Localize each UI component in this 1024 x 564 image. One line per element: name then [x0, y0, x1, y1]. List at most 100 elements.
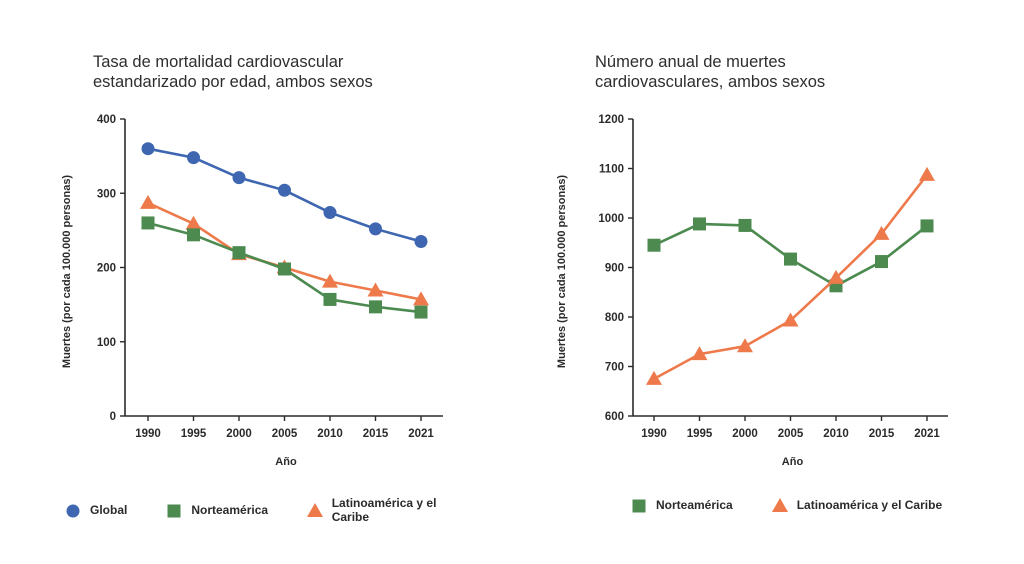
y-tick-label: 300: [97, 188, 116, 200]
x-tick-label: 1990: [641, 428, 667, 440]
y-tick-label: 600: [605, 411, 624, 423]
legend-marker: [66, 504, 80, 518]
data-point: [140, 194, 156, 209]
legend-item-latinoamerica: Latinoamérica y el Caribe: [306, 496, 474, 524]
series-line: [147, 201, 422, 301]
legend-marker: [771, 498, 788, 512]
series-norteamerica: [647, 217, 934, 293]
x-tick-label: 2010: [317, 428, 343, 440]
data-point: [141, 142, 155, 156]
data-point: [737, 338, 753, 353]
data-point: [141, 216, 155, 230]
data-point: [185, 215, 202, 230]
x-tick-label: 1995: [687, 428, 713, 440]
x-tick-label: 2015: [869, 428, 895, 440]
data-point: [875, 255, 888, 269]
chart-title-line-2: cardiovasculares, ambos sexos: [595, 73, 826, 91]
legend-item-latinoamerica: Latinoamérica y el Caribe: [771, 496, 942, 514]
y-tick-label: 700: [605, 362, 624, 374]
line-chart-annual-deaths: 600 700 800 900 1000 1100 1200 1990 1995 2000 2005…: [556, 114, 948, 468]
data-point: [322, 273, 338, 288]
x-tick-label: 1990: [135, 428, 161, 440]
legend-marker: [632, 499, 646, 513]
legend-marker-icon: [167, 504, 181, 518]
series-latinoamerica: [140, 194, 429, 306]
y-tick-label: 1200: [598, 114, 624, 126]
y-tick-label: 1000: [598, 213, 624, 225]
data-point: [873, 225, 890, 240]
chart-title-line-1: Número anual de muertes: [595, 53, 786, 71]
x-tick-label: 2005: [272, 428, 298, 440]
legend-marker-icon: [771, 498, 788, 512]
chart-title-line-1: Tasa de mortalidad cardiovascular: [93, 53, 344, 71]
y-tick-label: 400: [97, 114, 116, 126]
data-point: [920, 219, 934, 233]
legend-label: Norteamérica: [191, 503, 269, 517]
data-point: [647, 238, 661, 252]
x-tick-label: 2000: [732, 428, 758, 440]
data-point: [323, 206, 337, 220]
legend-marker-icon: [307, 503, 324, 517]
legend-marker-icon: [66, 504, 80, 518]
data-point: [738, 218, 752, 232]
data-point: [828, 269, 844, 284]
data-point: [367, 282, 384, 297]
y-tick-label: 800: [605, 312, 624, 324]
data-point: [784, 252, 797, 266]
legend-marker: [167, 504, 181, 518]
series-line: [653, 174, 929, 381]
data-point: [414, 235, 428, 249]
data-point: [414, 305, 428, 319]
line-chart-mortality-rate: 0 100 200 300 400 1990 1995 2000 2005 2010 2015 202…: [61, 114, 443, 468]
data-point: [691, 346, 708, 361]
series-global: [141, 142, 428, 249]
data-point: [413, 291, 429, 306]
legend-label: Global: [90, 503, 128, 517]
x-tick-label: 2015: [363, 428, 389, 440]
legend-label: Norteamérica: [656, 498, 733, 512]
y-tick-label: 1100: [599, 164, 624, 176]
chart-legend: Norteamérica Latinoamérica y el Caribe: [630, 496, 980, 514]
series-norteamerica: [141, 216, 428, 319]
x-tick-label: 2021: [914, 428, 940, 440]
data-point: [782, 312, 799, 327]
chart-title-line-2: estandarizado por edad, ambos sexos: [93, 73, 373, 91]
x-tick-label: 1995: [181, 428, 207, 440]
data-point: [278, 262, 291, 276]
data-point: [919, 166, 935, 181]
data-point: [323, 292, 337, 306]
data-point: [187, 228, 200, 242]
chart-panel-mortality-rate: Tasa de mortalidad cardiovascular estand…: [61, 52, 512, 524]
chart-panel-annual-deaths: Número anual de muertes cardiovasculares…: [512, 0, 1024, 564]
legend-label: Latinoamérica y el Caribe: [796, 498, 943, 512]
data-point: [646, 370, 662, 385]
y-tick-label: 900: [605, 263, 624, 275]
data-point: [693, 217, 706, 231]
x-tick-label: 2005: [778, 428, 804, 440]
y-tick-label: 200: [97, 263, 116, 275]
data-point: [369, 222, 382, 236]
legend-marker-icon: [632, 499, 646, 513]
chart-legend: Global Norteamérica Latinoamérica y el Car…: [64, 496, 512, 524]
x-axis-title: Año: [275, 456, 297, 468]
y-axis-title: Muertes (por cada 100.000 personas): [61, 175, 73, 369]
x-axis-title: Año: [782, 456, 804, 468]
series-latinoamerica: [646, 166, 935, 385]
legend-item-global: Global: [64, 501, 127, 519]
data-point: [278, 183, 291, 197]
legend-item-norteamerica: Norteamérica: [630, 496, 733, 514]
data-point: [232, 246, 246, 260]
legend-item-norteamerica: Norteamérica: [165, 501, 268, 519]
x-tick-label: 2000: [226, 428, 252, 440]
x-tick-label: 2010: [823, 428, 849, 440]
legend-label: Latinoamérica y el Caribe: [331, 496, 437, 524]
data-point: [232, 171, 246, 185]
y-tick-label: 100: [97, 337, 116, 349]
data-point: [187, 151, 200, 165]
data-point: [369, 300, 382, 314]
y-axis-title: Muertes (por cada 100.000 personas): [556, 175, 568, 369]
chart-title: Tasa de mortalidad cardiovascular estand…: [93, 52, 373, 92]
chart-title: Número anual de muertes cardiovasculares…: [595, 52, 825, 92]
legend-marker: [307, 503, 324, 517]
x-tick-label: 2021: [408, 428, 434, 440]
